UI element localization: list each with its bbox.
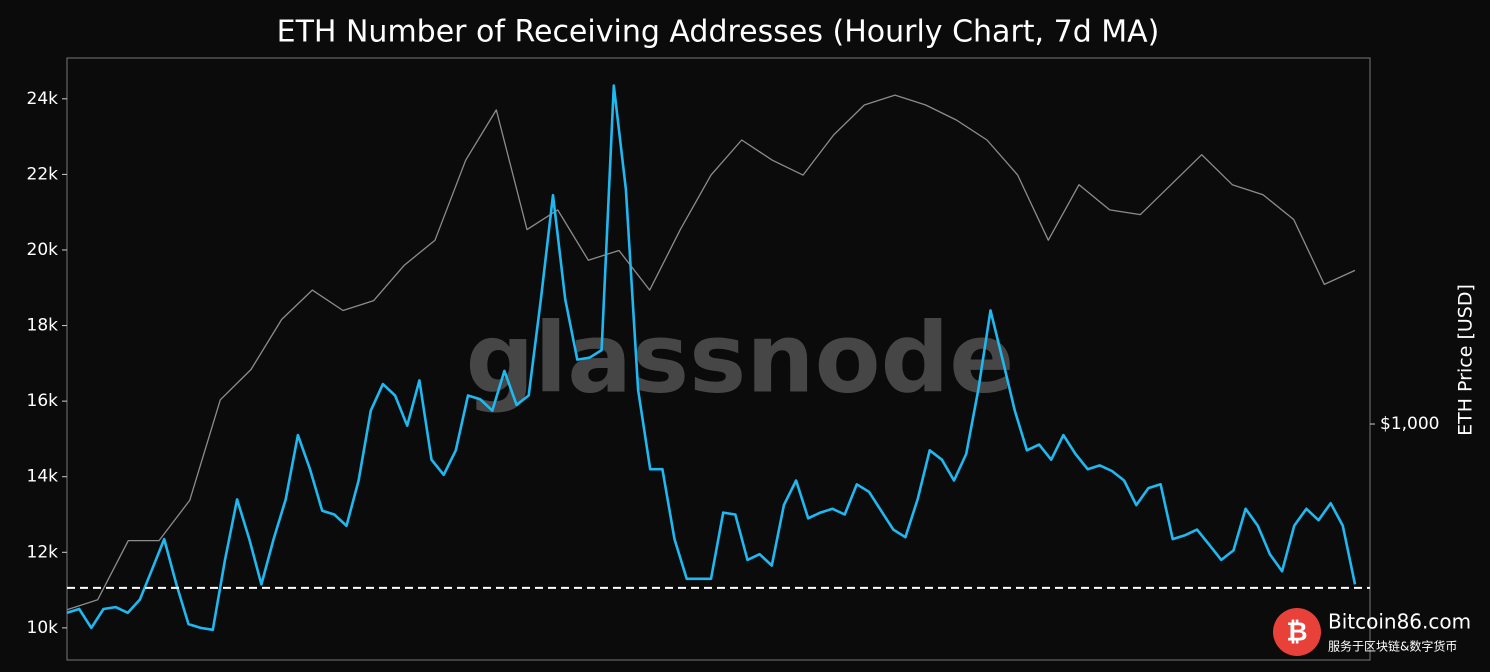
y-tick-label: 14k bbox=[27, 467, 59, 487]
chart-title: ETH Number of Receiving Addresses (Hourl… bbox=[277, 15, 1160, 50]
series-line bbox=[66, 84, 1357, 632]
y-tick-label: 20k bbox=[27, 240, 59, 260]
plot-frame bbox=[66, 57, 1371, 661]
source-logo: ₿ Bitcoin86.com 服务于区块链&数字货币 bbox=[1273, 608, 1471, 656]
price-line bbox=[66, 94, 1356, 611]
y-tick-label: 10k bbox=[27, 618, 59, 638]
logo-circle bbox=[1273, 608, 1321, 656]
logo-glyph: ₿ bbox=[1286, 618, 1307, 648]
source-tagline: 服务于区块链&数字货币 bbox=[1328, 639, 1457, 654]
source-name: Bitcoin86.com bbox=[1328, 610, 1471, 634]
y-tick-label: 22k bbox=[27, 164, 59, 184]
y-tick-label: 16k bbox=[27, 391, 59, 411]
y2-tick-label: $1,000 bbox=[1380, 414, 1439, 434]
watermark: glassnode bbox=[466, 302, 1015, 414]
y2-axis-label: ETH Price [USD] bbox=[1455, 284, 1477, 436]
y-tick-label: 18k bbox=[27, 316, 59, 336]
y-tick-label: 24k bbox=[27, 89, 59, 109]
y-tick-label: 12k bbox=[27, 542, 59, 562]
